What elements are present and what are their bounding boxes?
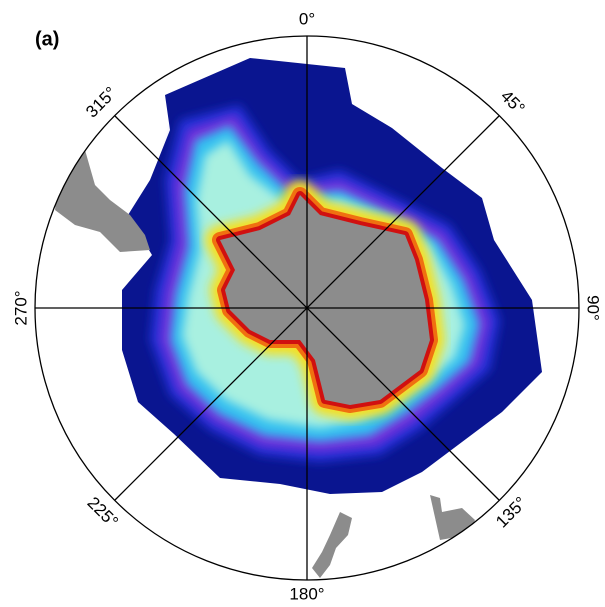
land-new-zealand: [312, 512, 352, 578]
polar-map: (a) 0° 45° 90° 135° 180° 225° 270° 315°: [0, 0, 605, 607]
land-south-america: [55, 150, 150, 252]
longitude-label: 0°: [299, 9, 315, 28]
longitude-label: 270°: [11, 290, 30, 325]
graticule: [35, 36, 579, 580]
panel-label: (a): [35, 28, 59, 50]
longitude-label: 45°: [497, 86, 529, 118]
longitude-label: 180°: [289, 584, 324, 603]
land-australia: [430, 495, 475, 540]
longitude-label: 90°: [584, 295, 603, 321]
sea-ice-field: [55, 58, 542, 578]
